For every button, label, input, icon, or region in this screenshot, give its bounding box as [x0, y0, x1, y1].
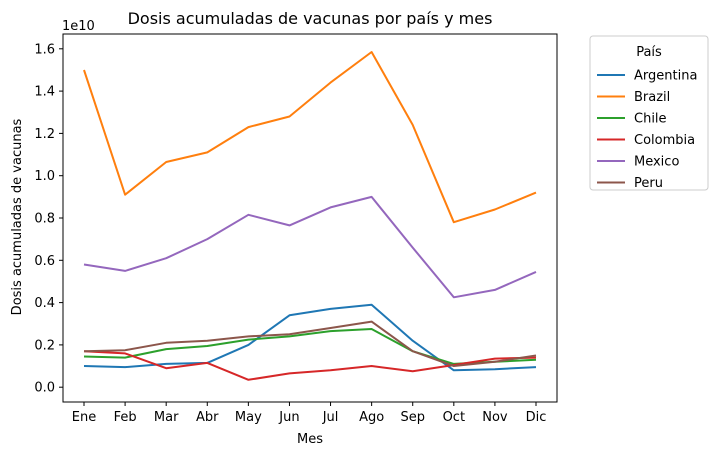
- legend-label: Colombia: [634, 133, 695, 148]
- x-tick-label: Abr: [196, 410, 219, 425]
- x-tick-label: Nov: [482, 410, 508, 425]
- x-tick-label: Jun: [278, 410, 299, 425]
- legend-item-mexico: Mexico: [597, 155, 679, 170]
- x-tick-label: Sep: [400, 410, 425, 425]
- y-tick-label: 1.4: [34, 85, 55, 100]
- series-line-chile: [83, 328, 537, 365]
- x-tick-label: Feb: [114, 410, 137, 425]
- series-line-brazil: [83, 51, 537, 224]
- chart-title: Dosis acumuladas de vacunas por país y m…: [128, 9, 493, 28]
- x-tick-label: Dic: [526, 410, 547, 425]
- y-axis: 0.0 0.2 0.4 0.6 0.8 1.0 1.2 1.4 1.6: [34, 42, 63, 396]
- series-lines: [83, 51, 537, 381]
- x-tick-label: Jul: [322, 410, 339, 425]
- y-tick-label: 0.4: [34, 296, 55, 311]
- x-tick-label: Ene: [72, 410, 96, 425]
- legend-label: Brazil: [634, 90, 670, 105]
- x-tick-label: Oct: [443, 410, 465, 425]
- legend-label: Chile: [634, 112, 667, 127]
- plot-frame: [62, 33, 558, 403]
- legend-item-peru: Peru: [597, 176, 663, 191]
- y-tick-label: 1.6: [34, 42, 55, 57]
- legend-label: Mexico: [634, 155, 679, 170]
- x-axis: Ene Feb Mar Abr May Jun Jul Ago Sep Oct Nov Dic: [72, 402, 547, 425]
- plot-area: [62, 33, 558, 403]
- legend-title: País: [636, 45, 662, 60]
- legend-item-chile: Chile: [597, 112, 667, 127]
- series-line-argentina: [83, 303, 537, 372]
- legend-item-colombia: Colombia: [597, 133, 695, 148]
- y-tick-label: 0.2: [34, 338, 55, 353]
- legend: País Argentina Brazil Chile Colombia Mexico P…: [589, 35, 709, 191]
- y-tick-label: 1.2: [34, 127, 55, 142]
- y-tick-label: 1.0: [34, 169, 55, 184]
- x-tick-label: Ago: [359, 410, 384, 425]
- x-tick-label: May: [235, 410, 262, 425]
- x-tick-label: Mar: [154, 410, 179, 425]
- y-tick-label: 0.6: [34, 254, 55, 269]
- x-axis-label: Mes: [297, 432, 323, 447]
- series-line-peru: [83, 320, 537, 367]
- y-axis-label: Dosis acumuladas de vacunas: [10, 118, 25, 315]
- legend-label: Argentina: [634, 69, 697, 84]
- legend-item-brazil: Brazil: [597, 90, 670, 105]
- y-tick-label: 0.8: [34, 212, 55, 227]
- y-tick-label: 0.0: [34, 381, 55, 396]
- series-line-mexico: [83, 195, 537, 299]
- legend-item-argentina: Argentina: [597, 69, 697, 84]
- series-line-colombia: [83, 350, 537, 381]
- legend-label: Peru: [634, 176, 663, 191]
- y-offset-label: 1e10: [62, 19, 95, 34]
